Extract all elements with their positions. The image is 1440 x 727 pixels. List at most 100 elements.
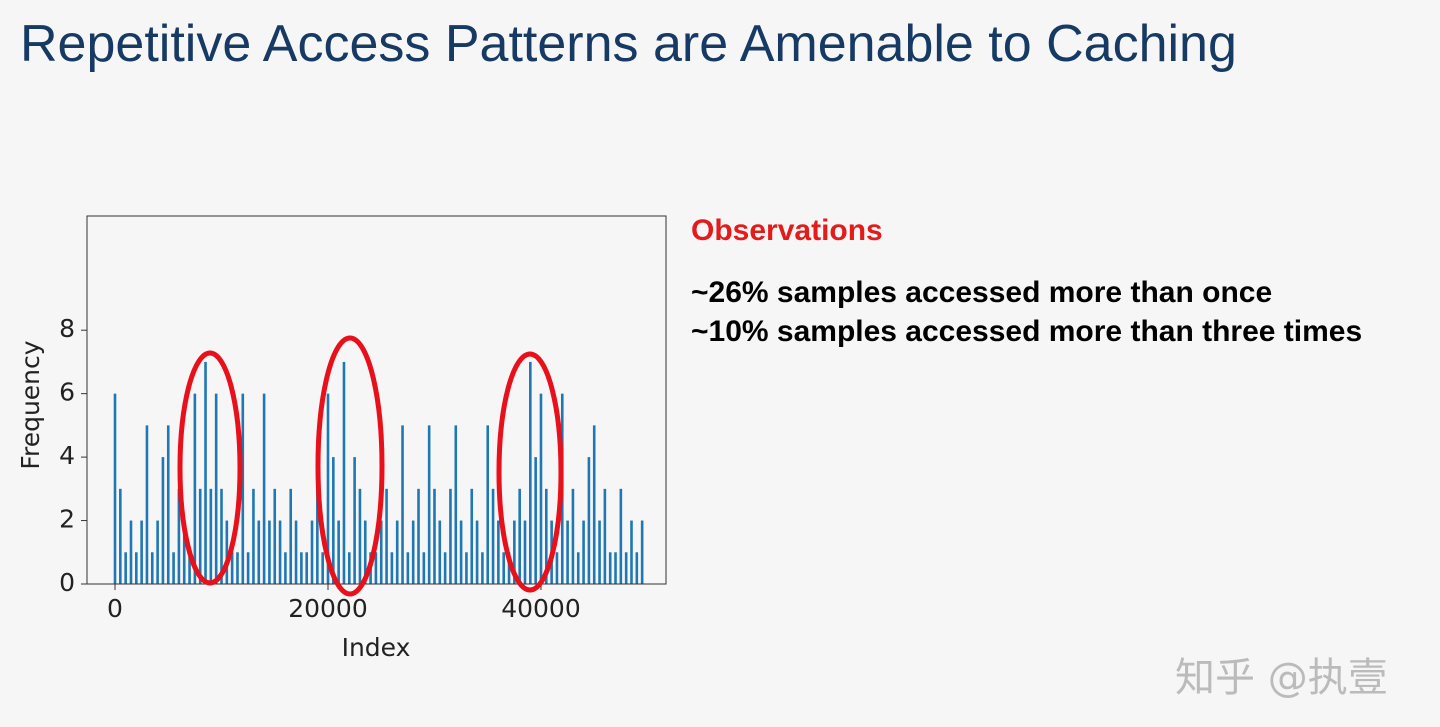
- bar: [300, 552, 303, 584]
- bar: [166, 425, 170, 584]
- bar: [374, 552, 378, 584]
- bar: [182, 520, 186, 584]
- bar: [592, 425, 596, 584]
- bar: [363, 520, 367, 584]
- bar: [619, 488, 623, 584]
- bar: [262, 393, 266, 584]
- bar: [385, 488, 388, 584]
- x-axis-label: Index: [342, 633, 411, 662]
- bar: [529, 361, 532, 584]
- bar: [545, 488, 548, 584]
- bar: [172, 552, 175, 584]
- bar: [358, 488, 362, 584]
- bar: [443, 552, 447, 584]
- bar: [571, 488, 575, 584]
- bar: [603, 488, 607, 584]
- bar: [124, 552, 127, 584]
- bar: [278, 520, 282, 584]
- bar: [145, 425, 149, 584]
- bar: [129, 520, 133, 584]
- bar: [523, 520, 527, 584]
- y-tick-label: 6: [59, 378, 75, 407]
- bar: [438, 520, 442, 584]
- bar: [624, 552, 628, 584]
- bar: [294, 520, 298, 584]
- x-tick-label: 0: [107, 594, 123, 623]
- bar: [576, 552, 580, 584]
- highlight-ellipse: [177, 350, 243, 586]
- plot-frame: [86, 215, 667, 585]
- bar: [518, 488, 521, 584]
- bar: [188, 552, 191, 584]
- bar: [156, 520, 159, 584]
- bar: [236, 552, 239, 584]
- bar: [608, 552, 612, 584]
- bar: [321, 552, 324, 584]
- bar: [241, 393, 245, 584]
- bar: [486, 425, 490, 584]
- bar: [497, 520, 500, 584]
- bar: [246, 552, 250, 584]
- bar: [177, 488, 181, 584]
- bar: [614, 552, 617, 584]
- bar: [204, 361, 207, 584]
- bar: [135, 552, 138, 584]
- bar: [417, 488, 420, 584]
- bar: [214, 393, 218, 584]
- bar: [140, 520, 143, 584]
- bar: [635, 552, 639, 584]
- bar: [305, 552, 308, 584]
- bar: [422, 552, 426, 584]
- highlight-ellipse: [496, 351, 564, 593]
- bar: [161, 457, 165, 584]
- bar: [395, 520, 399, 584]
- bar: [379, 520, 383, 584]
- bar: [630, 520, 633, 584]
- bar: [230, 552, 234, 584]
- y-tick-label: 0: [59, 568, 75, 597]
- bar: [273, 488, 277, 584]
- bar: [481, 552, 484, 584]
- highlight-ellipse: [315, 335, 385, 597]
- bar: [310, 520, 314, 584]
- slide-title: Repetitive Access Patterns are Amenable …: [20, 15, 1237, 73]
- y-tick-label: 4: [59, 441, 75, 470]
- bar: [289, 488, 293, 584]
- bar: [198, 488, 202, 584]
- bar: [582, 520, 585, 584]
- bar: [252, 488, 255, 584]
- bar: [119, 488, 122, 584]
- bar: [390, 552, 394, 584]
- watermark: 知乎 @执壹: [1175, 655, 1388, 701]
- bar: [502, 552, 506, 584]
- bar: [332, 457, 335, 584]
- bar: [193, 393, 197, 584]
- bar: [316, 488, 319, 584]
- bar: [475, 520, 479, 584]
- bar: [257, 520, 261, 584]
- bar: [337, 520, 340, 584]
- bar: [555, 552, 559, 584]
- bar: [598, 520, 601, 584]
- bar: [411, 520, 415, 584]
- bar: [220, 488, 223, 584]
- bar: [401, 425, 404, 584]
- bar: [566, 520, 569, 584]
- bar: [268, 520, 271, 584]
- bar: [113, 393, 117, 584]
- bar: [209, 488, 213, 584]
- bar: [507, 552, 511, 584]
- observation-line: ~26% samples accessed more than once: [691, 276, 1273, 309]
- bar: [454, 425, 458, 584]
- observations-heading: Observations: [691, 214, 883, 247]
- x-tick-label: 20000: [288, 594, 368, 623]
- bar: [433, 488, 436, 584]
- bar: [284, 552, 287, 584]
- y-tick-label: 2: [59, 505, 75, 534]
- bar: [491, 488, 495, 584]
- bar: [534, 457, 537, 584]
- x-tick-label: 40000: [501, 594, 581, 623]
- bar: [465, 552, 468, 584]
- bar: [342, 361, 346, 584]
